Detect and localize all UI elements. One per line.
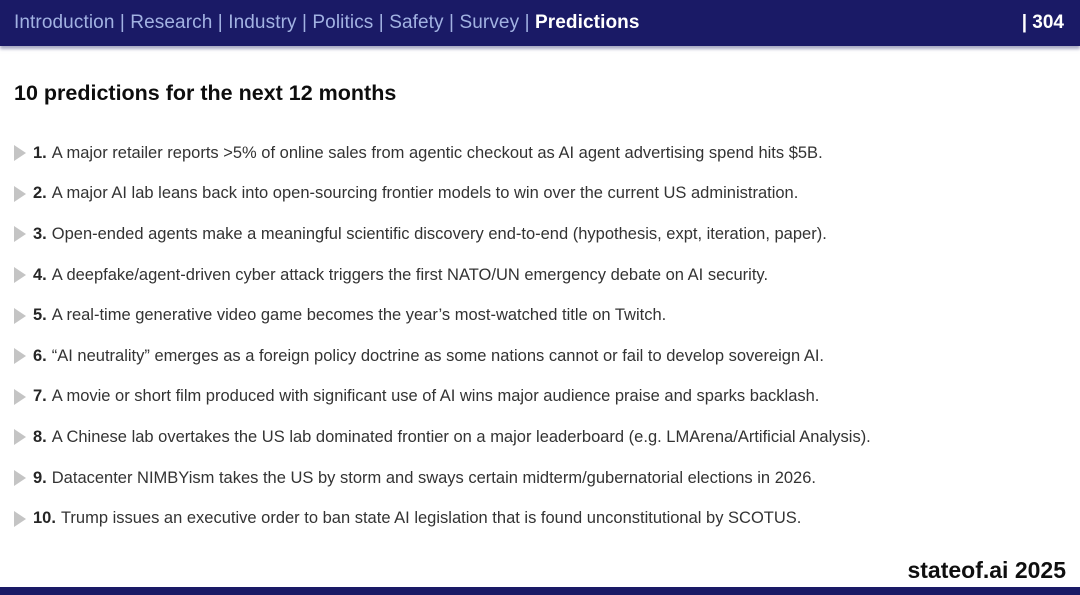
nav-item-industry[interactable]: Industry [228,12,297,33]
nav-separator: | [373,12,390,33]
prediction-text: A Chinese lab overtakes the US lab domin… [51,427,871,446]
prediction-number: 8. [33,427,47,446]
triangle-bullet-icon [14,348,26,365]
prediction-item-2: 2. A major AI lab leans back into open-so… [14,174,1072,215]
nav-item-survey[interactable]: Survey [459,12,520,33]
prediction-item-7: 7. A movie or short film produced with si… [14,377,1072,418]
prediction-text: A major retailer reports >5% of online s… [51,143,823,162]
prediction-text: A deepfake/agent-driven cyber attack tri… [51,265,769,284]
prediction-item-8: 8. A Chinese lab overtakes the US lab dom… [14,417,1072,458]
prediction-number: 9. [33,468,47,487]
prediction-number: 7. [33,387,47,406]
nav-separator: | [443,12,460,33]
triangle-bullet-icon [14,226,26,243]
prediction-number: 3. [33,224,47,243]
page-title: 10 predictions for the next 12 months [14,81,397,105]
header-bar: Introduction | Research | Industry | Pol… [0,0,1080,46]
prediction-item-6: 6. “AI neutrality” emerges as a foreign p… [14,336,1072,377]
prediction-number: 5. [33,306,47,325]
prediction-text: A real-time generative video game become… [51,306,667,325]
triangle-bullet-icon [14,145,26,162]
prediction-text: Trump issues an executive order to ban s… [60,509,802,528]
prediction-text: “AI neutrality” emerges as a foreign pol… [51,346,825,365]
prediction-text: A movie or short film produced with sign… [51,387,820,406]
triangle-bullet-icon [14,388,26,405]
prediction-text: Datacenter NIMBYism takes the US by stor… [51,468,816,487]
prediction-text: A major AI lab leans back into open-sour… [51,184,799,203]
triangle-bullet-icon [14,267,26,284]
prediction-item-3: 3. Open-ended agents make a meaningful sc… [14,214,1072,255]
triangle-bullet-icon [14,307,26,324]
triangle-bullet-icon [14,185,26,202]
prediction-item-5: 5. A real-time generative video game beco… [14,295,1072,336]
nav-separator: | [114,12,131,33]
prediction-text: Open-ended agents make a meaningful scie… [51,224,827,243]
nav-item-introduction[interactable]: Introduction [14,12,115,33]
prediction-number: 6. [33,346,47,365]
header-nav: Introduction | Research | Industry | Pol… [14,12,1022,34]
nav-item-predictions[interactable]: Predictions [534,12,640,33]
prediction-number: 1. [33,143,47,162]
triangle-bullet-icon [14,510,26,527]
prediction-item-4: 4. A deepfake/agent-driven cyber attack t… [14,255,1072,296]
nav-item-research[interactable]: Research [130,12,213,33]
prediction-number: 4. [33,265,47,284]
nav-separator: | [212,12,229,33]
nav-separator: | [296,12,313,33]
triangle-bullet-icon [14,429,26,446]
triangle-bullet-icon [14,470,26,487]
prediction-number: 2. [33,184,47,203]
footer-bar [0,587,1080,595]
prediction-item-1: 1. A major retailer reports >5% of online… [14,133,1072,174]
nav-separator: | [519,12,535,33]
prediction-item-10: 10. Trump issues an executive order to ba… [14,498,1072,539]
nav-item-politics[interactable]: Politics [312,12,374,33]
brand-footer: stateof.ai 2025 [907,557,1066,583]
predictions-list: 1. A major retailer reports >5% of online… [14,133,1072,539]
page-number: | 304 [1021,12,1064,33]
prediction-number: 10. [33,509,56,528]
prediction-item-9: 9. Datacenter NIMBYism takes the US by st… [14,458,1072,499]
nav-item-safety[interactable]: Safety [389,12,444,33]
